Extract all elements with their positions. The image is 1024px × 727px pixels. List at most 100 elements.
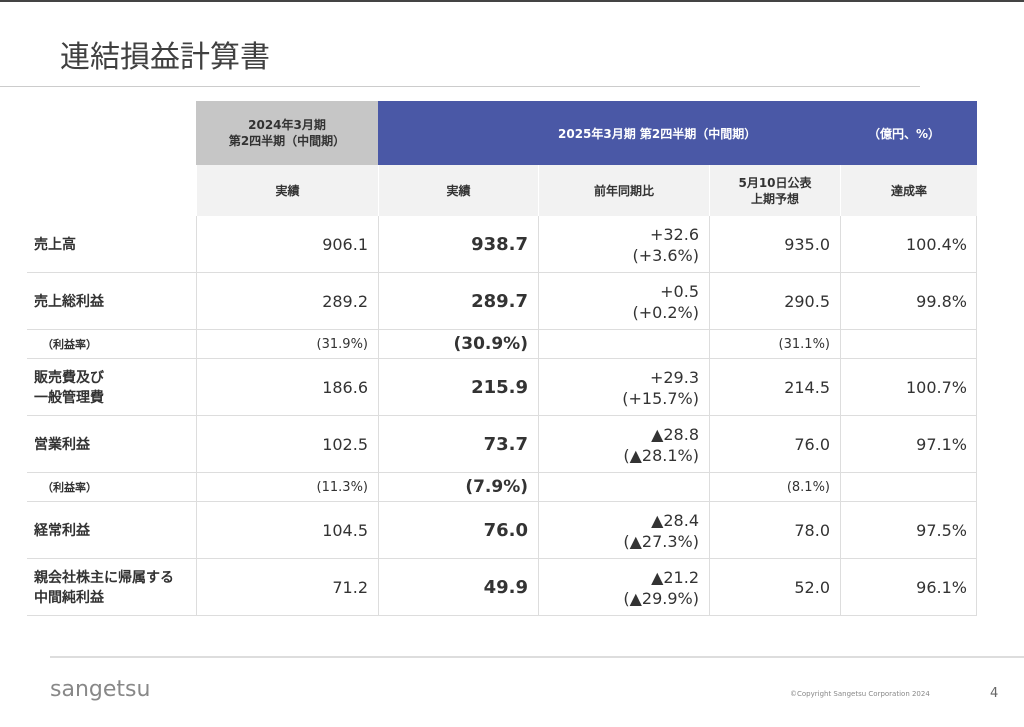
text-line: 一般管理費	[34, 389, 104, 406]
text-line: (+15.7%)	[622, 388, 699, 408]
text-line: 289.2	[322, 292, 368, 311]
text-line: 97.5%	[916, 521, 967, 540]
value-cell: 100.7%	[840, 359, 977, 416]
text-line: 49.9	[483, 577, 528, 598]
text-line: 売上高	[34, 236, 76, 253]
text-line: 販売費及び	[34, 369, 104, 386]
value-cell: 290.5	[709, 273, 840, 330]
row-rule	[27, 501, 977, 502]
value-cell: 906.1	[196, 216, 378, 273]
current-period-header: 2025年3月期 第2四半期（中間期） （億円、%）	[378, 101, 977, 165]
title-rule	[0, 86, 920, 87]
value-cell: 215.9	[378, 359, 538, 416]
unit: （億円、%）	[868, 127, 941, 141]
text-line: 中間純利益	[34, 589, 104, 606]
row-label: 経常利益	[30, 502, 196, 559]
value-cell	[538, 330, 709, 359]
text-line: ▲28.8	[651, 424, 699, 444]
text-line: (▲28.1%)	[623, 445, 699, 465]
prev-period-header: 2024年3月期第2四半期（中間期）	[196, 101, 378, 165]
value-cell	[840, 473, 977, 502]
value-cell: ▲28.4 (▲27.3%)	[538, 502, 709, 559]
text-line: (+0.2%)	[632, 302, 699, 322]
value-cell: +29.3 (+15.7%)	[538, 359, 709, 416]
value-cell: 73.7	[378, 416, 538, 473]
text-line: 経常利益	[34, 522, 90, 539]
text-line: 売上総利益	[34, 293, 104, 310]
text-line: 52.0	[794, 578, 830, 597]
value-cell: 102.5	[196, 416, 378, 473]
column-header: 実績	[378, 165, 538, 216]
text-line: 100.7%	[905, 378, 967, 397]
right-rule	[976, 216, 977, 616]
text-line: 前年同期比	[593, 183, 654, 198]
current-period: 2025年3月期 第2四半期（中間期）	[558, 127, 757, 141]
text-line: +29.3	[649, 367, 699, 387]
text-line: (+3.6%)	[632, 245, 699, 265]
text-line: 5月10日公表	[738, 175, 812, 190]
text-line: (11.3%)	[316, 480, 368, 495]
text-line: 実績	[275, 183, 300, 198]
text-line: 営業利益	[34, 436, 90, 453]
text-line: (31.9%)	[316, 337, 368, 352]
value-cell: 289.2	[196, 273, 378, 330]
value-cell: 76.0	[378, 502, 538, 559]
value-cell: 938.7	[378, 216, 538, 273]
copyright: ©Copyright Sangetsu Corporation 2024	[790, 690, 930, 698]
text-line: 2024年3月期	[248, 118, 326, 132]
value-cell: +32.6 (+3.6%)	[538, 216, 709, 273]
top-border	[0, 0, 1024, 2]
value-cell: 99.8%	[840, 273, 977, 330]
value-cell: ▲21.2 (▲29.9%)	[538, 559, 709, 616]
value-cell: 186.6	[196, 359, 378, 416]
row-label: （利益率）	[30, 473, 196, 502]
value-cell: 49.9	[378, 559, 538, 616]
text-line: 938.7	[471, 234, 528, 255]
text-line: (7.9%)	[465, 477, 528, 497]
row-rule	[27, 415, 977, 416]
value-cell: 96.1%	[840, 559, 977, 616]
text-line: 97.1%	[916, 435, 967, 454]
text-line: 達成率	[890, 183, 927, 198]
row-label: 売上高	[30, 216, 196, 273]
row-rule	[27, 558, 977, 559]
text-line: 71.2	[332, 578, 368, 597]
value-cell: 71.2	[196, 559, 378, 616]
value-cell: 76.0	[709, 416, 840, 473]
row-rule	[27, 472, 977, 473]
title: 連結損益計算書	[60, 40, 270, 75]
text-line: 第2四半期（中間期）	[228, 134, 346, 148]
value-cell: 100.4%	[840, 216, 977, 273]
text-line: 100.4%	[905, 235, 967, 254]
text-line: 96.1%	[916, 578, 967, 597]
text-line: (▲27.3%)	[623, 531, 699, 551]
text-line: ▲21.2	[651, 567, 699, 587]
text-line: 214.5	[784, 378, 830, 397]
text-line: 親会社株主に帰属する	[34, 569, 174, 586]
value-cell: (11.3%)	[196, 473, 378, 502]
text-line: (▲29.9%)	[623, 588, 699, 608]
row-label: 親会社株主に帰属する 中間純利益	[30, 559, 196, 616]
text-line: 215.9	[471, 377, 528, 398]
text-line: （利益率）	[42, 337, 97, 351]
column-header: 前年同期比	[538, 165, 709, 216]
value-cell: 97.1%	[840, 416, 977, 473]
value-cell: +0.5 (+0.2%)	[538, 273, 709, 330]
row-label: 販売費及び一般管理費	[30, 359, 196, 416]
column-header: 達成率	[840, 165, 977, 216]
text-line: 76.0	[794, 435, 830, 454]
text-line: 上期予想	[750, 191, 799, 206]
value-cell: ▲28.8 (▲28.1%)	[538, 416, 709, 473]
row-label: （利益率）	[30, 330, 196, 359]
value-cell: 52.0	[709, 559, 840, 616]
value-cell	[840, 330, 977, 359]
column-header: 5月10日公表 上期予想	[709, 165, 840, 216]
text-line: +32.6	[649, 224, 699, 244]
row-rule	[27, 358, 977, 359]
value-cell: 97.5%	[840, 502, 977, 559]
column-header: 実績	[196, 165, 378, 216]
text-line: 99.8%	[916, 292, 967, 311]
value-cell: 289.7	[378, 273, 538, 330]
text-line: (30.9%)	[453, 334, 528, 354]
